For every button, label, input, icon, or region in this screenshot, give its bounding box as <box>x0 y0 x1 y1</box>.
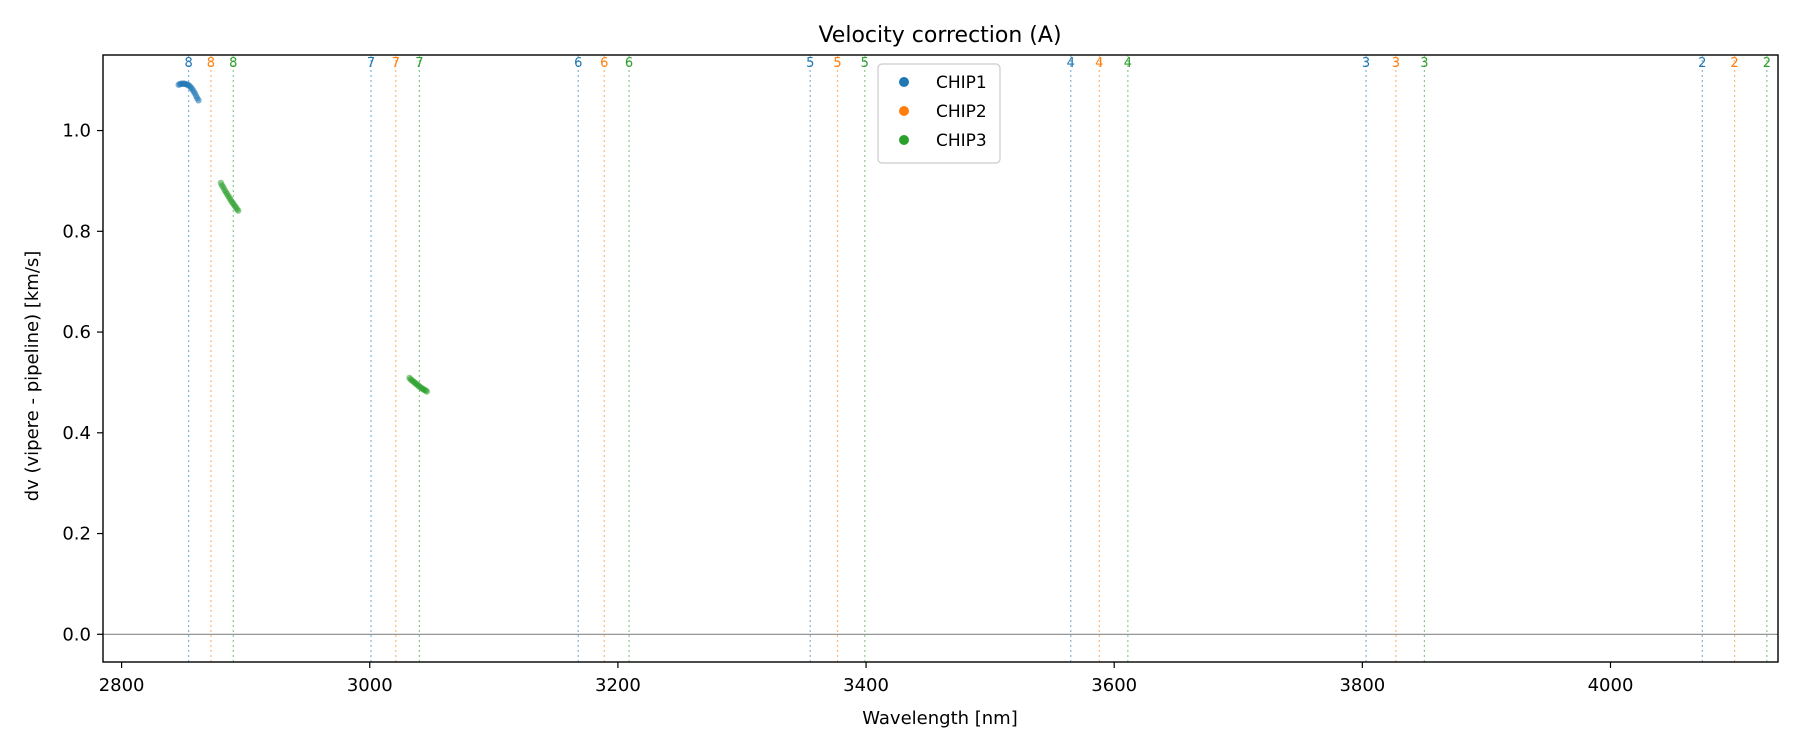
legend-marker-chip2 <box>899 106 909 116</box>
y-tick-label: 0.2 <box>62 524 91 545</box>
order-marker-label: 4 <box>1095 56 1103 71</box>
data-point-chip3 <box>423 388 431 395</box>
x-tick-label: 3200 <box>595 675 641 696</box>
y-tick-label: 1.0 <box>62 121 91 142</box>
legend: CHIP1 CHIP2 CHIP3 <box>877 63 1001 164</box>
order-marker-label: 8 <box>184 56 192 71</box>
legend-label-chip1: CHIP1 <box>936 73 987 93</box>
y-tick-label: 0.0 <box>62 624 91 645</box>
order-marker-label: 8 <box>229 56 237 71</box>
y-tick-label: 0.6 <box>62 322 91 343</box>
order-marker-label: 5 <box>833 56 841 71</box>
x-tick-label: 3400 <box>843 675 889 696</box>
order-marker-label: 2 <box>1763 56 1771 71</box>
order-marker-label: 7 <box>415 56 423 71</box>
order-marker-label: 7 <box>367 56 375 71</box>
order-marker-label: 3 <box>1362 56 1370 71</box>
y-tick-label: 0.4 <box>62 423 91 444</box>
y-axis-label: dv (vipere - pipeline) [km/s] <box>22 251 43 502</box>
x-axis-label: Wavelength [nm] <box>862 708 1018 729</box>
legend-marker-chip3 <box>899 135 909 145</box>
chart-title: Velocity correction (A) <box>818 23 1061 48</box>
plot-frame <box>102 54 1779 663</box>
x-tick-label: 2800 <box>99 675 145 696</box>
data-point-chip1 <box>195 97 202 104</box>
order-marker-label: 6 <box>574 56 582 71</box>
order-marker-label: 5 <box>806 56 814 71</box>
x-tick-label: 3600 <box>1091 675 1137 696</box>
x-tick-label: 3000 <box>347 675 393 696</box>
order-marker-label: 7 <box>392 56 400 71</box>
order-marker-label: 4 <box>1124 56 1132 71</box>
legend-marker-chip1 <box>899 77 909 87</box>
order-marker-label: 3 <box>1392 56 1400 71</box>
order-marker-label: 5 <box>861 56 869 71</box>
x-tick-label: 3800 <box>1339 675 1385 696</box>
data-point-chip3 <box>235 207 242 214</box>
order-marker-label: 6 <box>600 56 608 71</box>
y-tick-label: 0.8 <box>62 221 91 242</box>
order-marker-label: 2 <box>1698 56 1706 71</box>
order-marker-label: 6 <box>625 56 633 71</box>
legend-label-chip3: CHIP3 <box>936 131 987 151</box>
order-marker-label: 3 <box>1420 56 1428 71</box>
order-marker-label: 2 <box>1730 56 1738 71</box>
order-marker-label: 8 <box>207 56 215 71</box>
legend-label-chip2: CHIP2 <box>936 102 987 122</box>
x-tick-label: 4000 <box>1588 675 1634 696</box>
order-marker-label: 4 <box>1067 56 1075 71</box>
